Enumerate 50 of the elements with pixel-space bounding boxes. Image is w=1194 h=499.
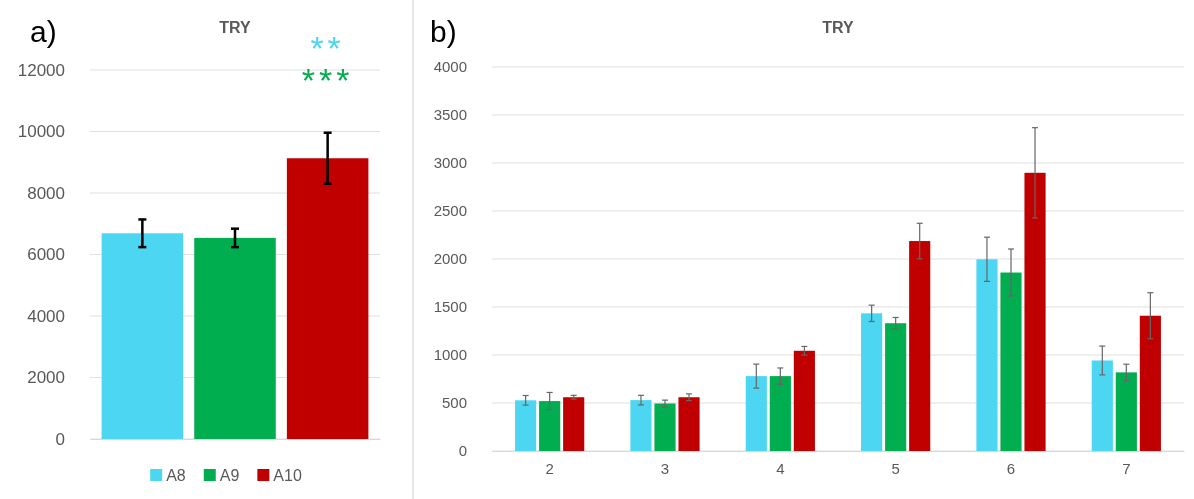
bar: [678, 397, 700, 451]
y-tick-label: 3000: [433, 154, 467, 172]
x-tick-label: 7: [1122, 459, 1131, 477]
bar: [885, 323, 907, 451]
bar: [1091, 360, 1113, 451]
y-tick-label: 0: [458, 442, 467, 460]
chart-title: TRY: [219, 19, 252, 36]
bar: [745, 376, 767, 451]
bar: [861, 313, 883, 451]
bar: [793, 350, 815, 451]
bar: [1024, 172, 1046, 451]
y-tick-label: 3500: [433, 106, 467, 124]
bar: [563, 397, 585, 451]
bar: [286, 158, 369, 439]
x-tick-label: 5: [891, 459, 900, 477]
y-tick-label: 8000: [27, 183, 65, 203]
bar: [630, 400, 652, 451]
y-tick-label: 4000: [433, 58, 467, 76]
x-tick-label: 6: [1006, 459, 1016, 477]
bar: [654, 403, 676, 451]
y-tick-label: 1000: [433, 346, 467, 364]
chart-title: TRY: [822, 19, 855, 36]
y-tick-label: 10000: [17, 122, 65, 142]
bar: [1115, 372, 1137, 451]
bar: [976, 259, 998, 451]
y-tick-label: 2500: [433, 202, 467, 220]
bar: [101, 233, 184, 439]
y-tick-label: 500: [441, 394, 467, 412]
x-tick-label: 2: [545, 459, 554, 477]
y-tick-label: 6000: [27, 245, 65, 265]
legend-label: A9: [219, 467, 240, 484]
y-tick-label: 1500: [433, 298, 467, 316]
bar: [515, 400, 537, 451]
text: b): [430, 15, 457, 48]
y-tick-label: 4000: [27, 306, 65, 326]
legend-label: A8: [166, 467, 186, 484]
bar: [194, 237, 276, 439]
bar: [769, 376, 791, 451]
y-tick-label: 12000: [17, 60, 65, 80]
bar: [539, 401, 561, 451]
bar: [909, 241, 931, 451]
bar: [1000, 272, 1022, 451]
bar: [1139, 315, 1161, 451]
x-tick-label: 3: [660, 459, 670, 477]
y-tick-label: 2000: [433, 250, 467, 268]
y-tick-label: 2000: [27, 368, 65, 388]
text: a): [30, 15, 57, 48]
x-tick-label: 4: [776, 459, 785, 477]
y-tick-label: 0: [55, 429, 65, 449]
legend-label: A10: [273, 467, 302, 484]
